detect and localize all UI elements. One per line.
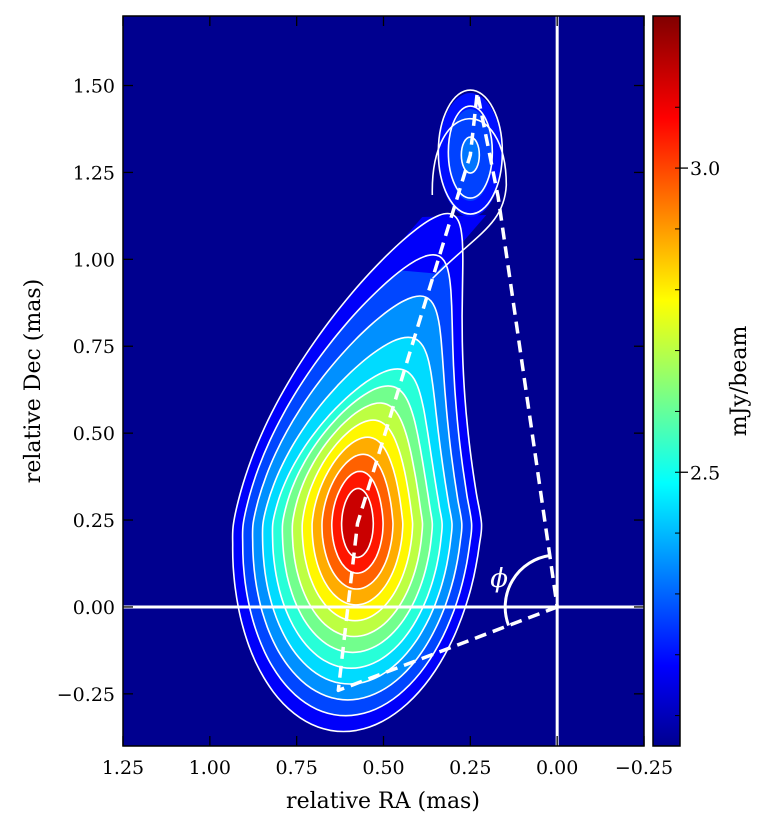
contour-envelope [431,117,508,280]
colorbar-tick-label: 3.0 [690,158,720,180]
x-ticks: 1.25 1.00 0.75 0.50 0.25 0.00 −0.25 [102,16,673,779]
bridge-intensity [377,215,487,274]
contour-secondary-2 [437,89,504,215]
dashed-geometry-path [336,90,559,693]
contour-secondary-0 [460,136,481,174]
contour-main-6 [281,385,434,654]
contour-main-0 [340,487,375,559]
y-axis-title: relative Dec (mas) [21,279,46,483]
contour-main-1 [330,470,384,575]
plot-area: ϕ 1.25 1.00 0.75 0.50 0.25 0.00 −0.25 −0.25 0.0… [57,15,673,779]
component-path [336,90,559,693]
x-tick-label: 1.00 [189,757,231,779]
angle-annotation-group: ϕ [490,554,551,627]
contour-lines [231,89,508,733]
y-ticks: −0.25 0.00 0.25 0.50 0.75 1.00 1.25 1.50 [57,76,644,706]
contour-secondary-1 [447,105,494,199]
x-tick-label: 0.75 [276,757,318,779]
y-tick-label: 0.00 [73,597,115,619]
y-tick-label: 0.75 [73,336,115,358]
contour-main-10 [241,253,473,717]
y-tick-label: 1.00 [73,249,115,271]
x-tick-label: 0.50 [362,757,404,779]
colorbar-label: mJy/beam [727,326,752,437]
x-tick-label: −0.25 [615,757,673,779]
angle-label-phi: ϕ [490,564,508,594]
contour-main-8 [261,336,453,685]
colorbar-ticks: 2.5 3.0 [675,106,720,717]
x-tick-label: 0.00 [536,757,578,779]
y-tick-label: 1.25 [73,162,115,184]
x-axis-title: relative RA (mas) [286,789,480,814]
x-tick-label: 1.25 [102,757,144,779]
contour-main-11 [231,212,483,733]
angle-arc [503,554,551,627]
contour-main-5 [291,402,424,638]
y-tick-label: −0.25 [57,684,115,706]
contour-main-3 [311,436,404,606]
y-tick-label: 0.50 [73,423,115,445]
colorbar-tick-label: 2.5 [690,462,720,484]
contour-main-9 [251,295,463,701]
contour-main-2 [321,453,394,590]
colorbar-gradient [652,15,681,747]
y-tick-label: 1.50 [73,76,115,98]
contour-main-7 [271,368,443,670]
colorbar: 2.5 3.0 mJy/beam [652,15,752,747]
x-tick-label: 0.25 [449,757,491,779]
y-tick-label: 0.25 [73,510,115,532]
